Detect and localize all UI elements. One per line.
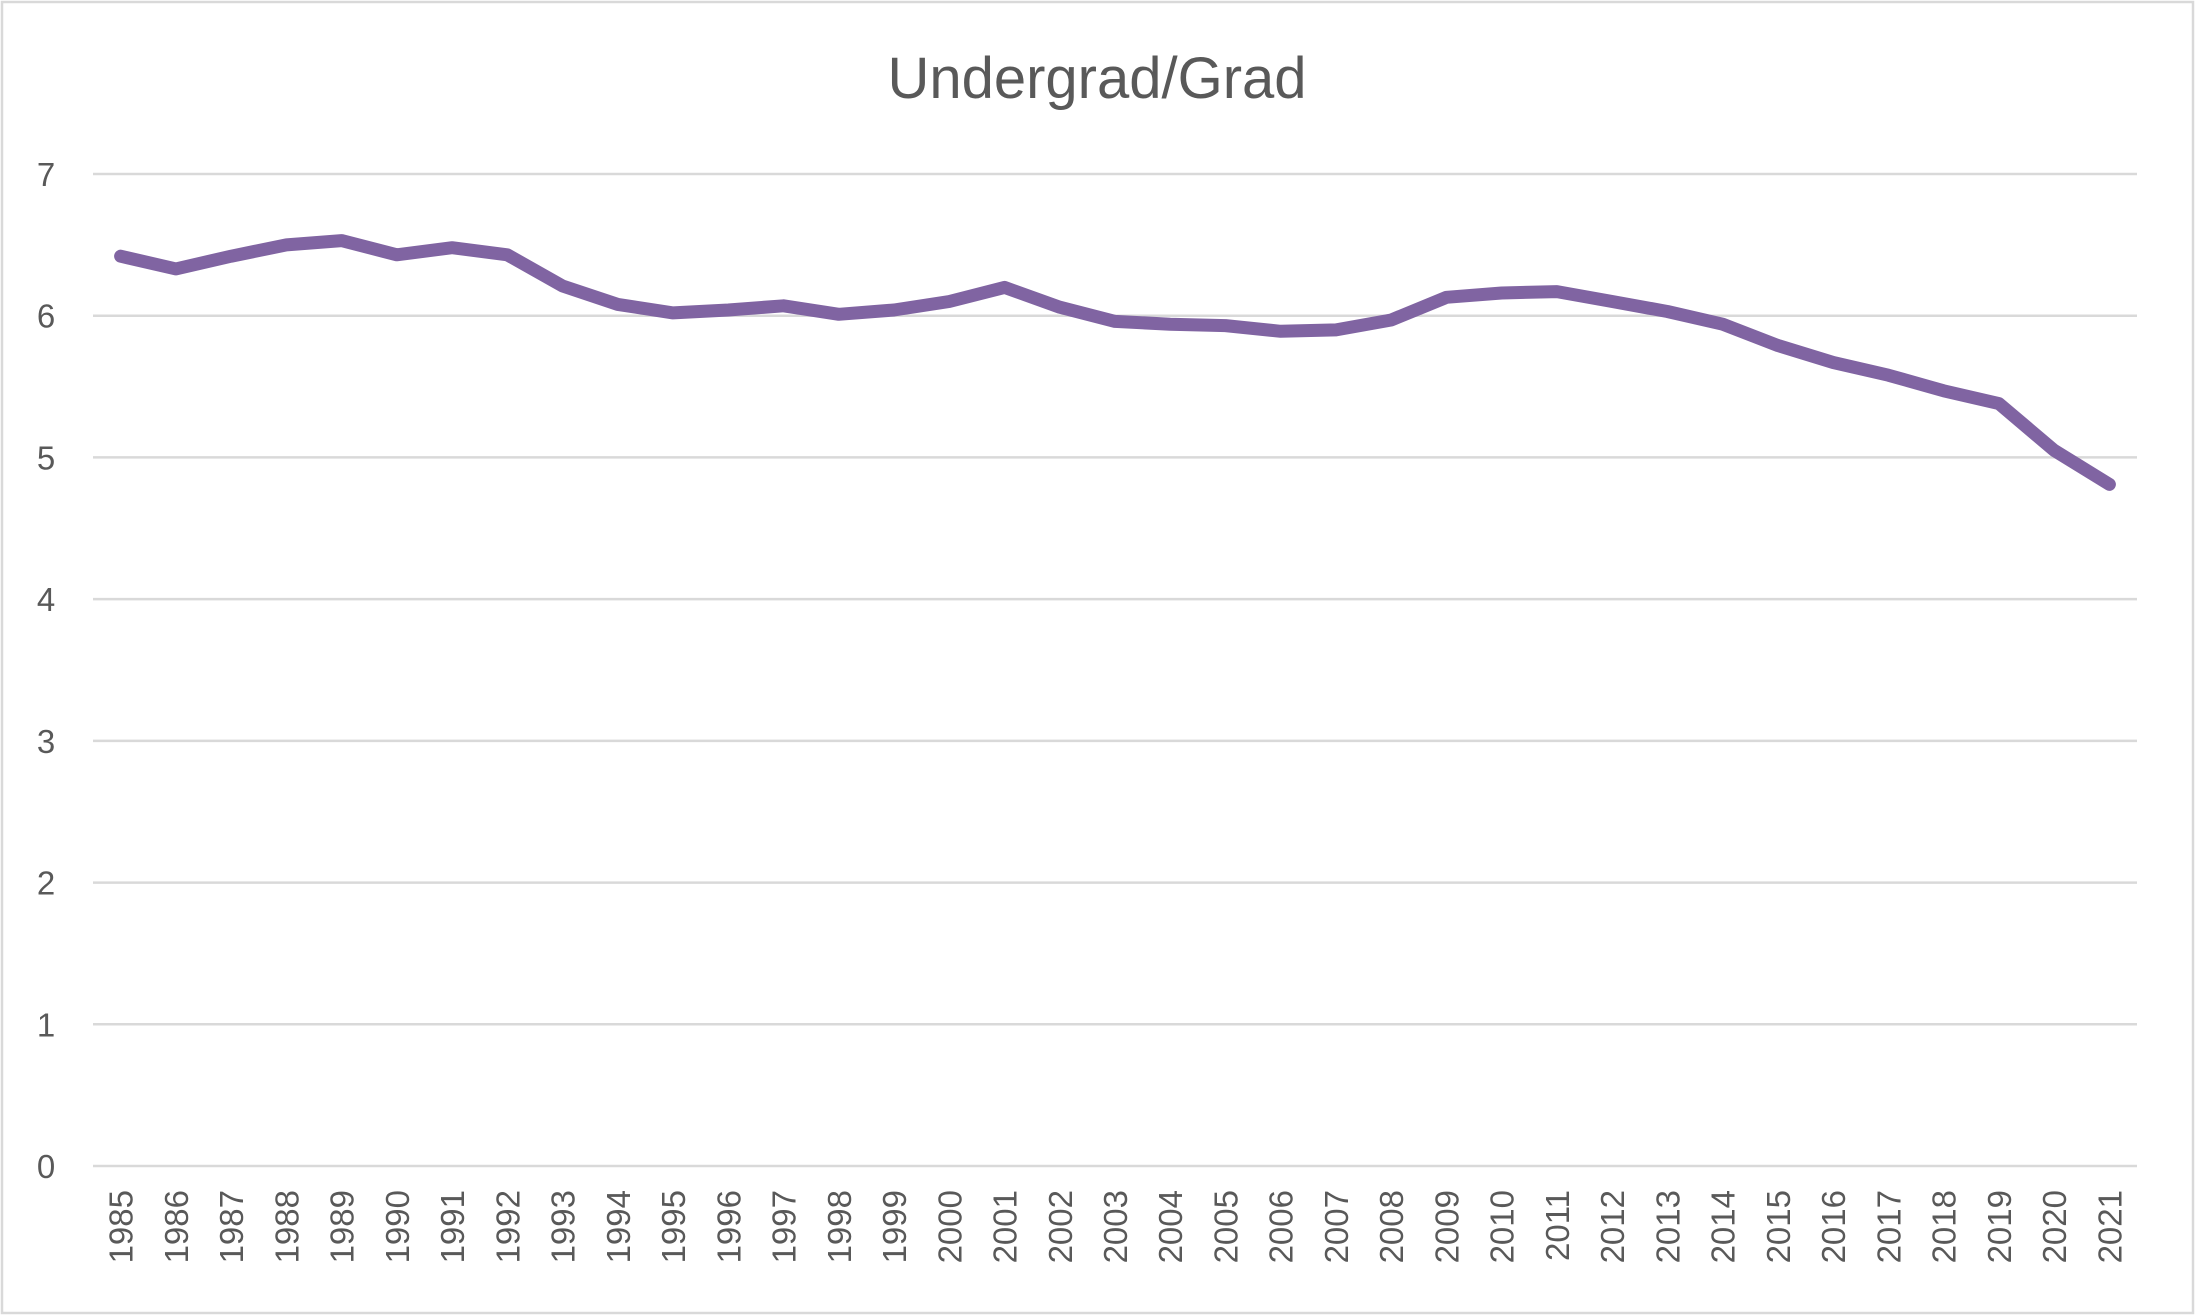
- x-tick-label: 1986: [158, 1190, 195, 1263]
- x-tick-label: 2004: [1152, 1190, 1189, 1263]
- data-point-2007: [1332, 326, 1339, 333]
- data-point-1993: [559, 282, 566, 289]
- data-point-1995: [670, 309, 677, 316]
- data-point-1989: [338, 237, 345, 244]
- data-point-1985: [117, 253, 124, 260]
- x-tick-label: 2003: [1097, 1190, 1134, 1263]
- x-tick-label: 1987: [213, 1190, 250, 1263]
- data-point-2014: [1719, 321, 1726, 328]
- x-tick-label: 1993: [545, 1190, 582, 1263]
- x-tick-label: 2021: [2091, 1190, 2128, 1263]
- x-tick-label: 1999: [876, 1190, 913, 1263]
- x-tick-label: 2018: [1926, 1190, 1963, 1263]
- x-tick-label: 2017: [1870, 1190, 1907, 1263]
- x-tick-label: 2006: [1263, 1190, 1300, 1263]
- x-tick-label: 2019: [1981, 1190, 2018, 1263]
- data-point-1999: [891, 307, 898, 314]
- x-tick-label: 1994: [600, 1190, 637, 1263]
- data-point-2003: [1112, 318, 1118, 325]
- x-tick-label: 1988: [268, 1190, 305, 1263]
- x-tick-label: 2001: [987, 1190, 1024, 1263]
- data-point-2010: [1498, 290, 1505, 297]
- x-tick-label: 1995: [655, 1190, 692, 1263]
- x-tick-label: 2016: [1815, 1190, 1852, 1263]
- x-tick-label: 1997: [766, 1190, 803, 1263]
- x-tick-label: 2009: [1428, 1190, 1465, 1263]
- y-tick-label: 2: [37, 865, 55, 902]
- data-point-2012: [1609, 298, 1616, 305]
- data-point-1988: [283, 241, 290, 248]
- data-point-2019: [1995, 400, 2002, 407]
- y-tick-label: 7: [37, 156, 55, 193]
- y-tick-label: 0: [37, 1148, 55, 1185]
- data-point-2000: [946, 298, 953, 305]
- y-tick-label: 4: [37, 581, 55, 618]
- series-line-0: [114, 234, 2116, 491]
- data-point-2009: [1443, 294, 1450, 301]
- y-tick-label: 5: [37, 439, 55, 476]
- data-point-2021: [2106, 481, 2113, 488]
- data-point-2005: [1222, 322, 1229, 329]
- x-tick-label: 1991: [434, 1190, 471, 1263]
- data-point-1994: [614, 301, 621, 308]
- x-tick-label: 1992: [489, 1190, 526, 1263]
- y-axis-tick-labels: 0 1 2 3 4 5 6 7: [37, 156, 55, 1185]
- data-point-2017: [1885, 372, 1892, 379]
- data-point-2016: [1830, 359, 1837, 366]
- x-tick-label: 2005: [1207, 1190, 1244, 1263]
- data-point-1998: [835, 311, 842, 318]
- x-tick-label: 2010: [1484, 1190, 1521, 1263]
- x-tick-label: 2002: [1042, 1190, 1079, 1263]
- data-point-2008: [1388, 316, 1395, 323]
- x-tick-label: 1989: [324, 1190, 361, 1263]
- data-point-2002: [1056, 304, 1063, 311]
- x-tick-label: 2008: [1373, 1190, 1410, 1263]
- x-tick-label: 2020: [2036, 1190, 2073, 1263]
- x-tick-label: 1985: [103, 1190, 140, 1263]
- x-tick-label: 2012: [1594, 1190, 1631, 1263]
- x-tick-label: 2007: [1318, 1190, 1355, 1263]
- x-tick-label: 2015: [1760, 1190, 1797, 1263]
- x-tick-label: 1996: [710, 1190, 747, 1263]
- data-point-2020: [2051, 447, 2058, 454]
- data-point-1990: [393, 251, 400, 258]
- x-tick-label: 1998: [821, 1190, 858, 1263]
- data-point-1996: [725, 307, 732, 314]
- data-point-1987: [228, 253, 235, 260]
- x-tick-label: 1990: [379, 1190, 416, 1263]
- data-point-1992: [504, 251, 511, 258]
- data-point-2013: [1664, 308, 1671, 315]
- data-point-2004: [1167, 321, 1174, 328]
- data-point-1991: [449, 244, 456, 251]
- x-tick-label: 2011: [1539, 1190, 1576, 1261]
- gridlines: [93, 172, 2137, 1168]
- data-point-2018: [1940, 387, 1947, 394]
- data-point-2006: [1277, 328, 1284, 335]
- x-tick-label: 2000: [931, 1190, 968, 1263]
- x-axis-tick-labels: 1985 1986 1987 1988 1989 1990 1991 1992 1993 1994…: [103, 1190, 2129, 1263]
- y-tick-label: 3: [37, 723, 55, 760]
- data-point-1997: [780, 302, 787, 309]
- y-tick-label: 6: [37, 298, 55, 335]
- data-point-2015: [1774, 342, 1781, 349]
- y-tick-label: 1: [37, 1006, 55, 1043]
- chart-title: Undergrad/Grad: [887, 46, 1306, 111]
- data-point-2011: [1553, 288, 1560, 295]
- x-tick-label: 2014: [1705, 1190, 1742, 1263]
- data-point-1986: [172, 265, 179, 272]
- x-tick-label: 2013: [1649, 1190, 1686, 1263]
- data-point-2001: [1001, 284, 1008, 291]
- series-layer: [114, 234, 2116, 491]
